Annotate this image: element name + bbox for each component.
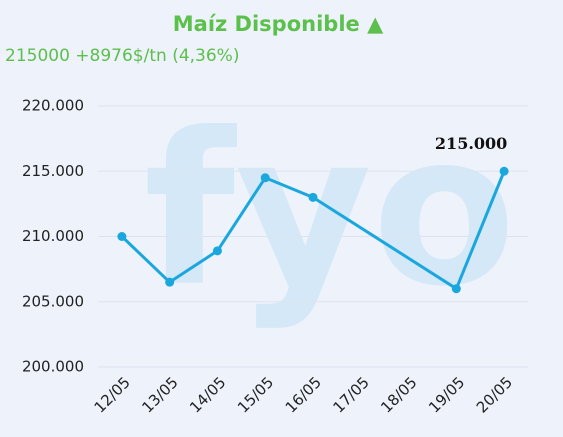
data-point: [308, 192, 318, 202]
data-point: [165, 277, 175, 287]
data-point: [499, 166, 509, 176]
y-tick-label: 205.000: [22, 292, 84, 310]
line-segment: [120, 235, 172, 284]
data-point: [260, 173, 270, 183]
data-point: [212, 246, 222, 256]
data-point: [117, 232, 127, 241]
line-segment: [215, 176, 267, 253]
y-tick-label: 220.000: [22, 97, 84, 115]
chart-title: Maíz Disponible ▲: [173, 12, 384, 36]
y-tick-label: 210.000: [22, 227, 84, 245]
line-segment: [168, 249, 219, 284]
line-segment: [311, 195, 458, 291]
line-segment: [263, 176, 315, 199]
chart-subtitle: 215000 +8976$/tn (4,36%): [5, 46, 239, 66]
line-segment: [454, 169, 506, 291]
watermark: fyo: [144, 88, 517, 333]
data-label: 215.000: [435, 134, 507, 153]
data-point: [451, 284, 461, 294]
y-tick-label: 200.000: [22, 358, 84, 376]
y-tick-label: 215.000: [22, 162, 84, 180]
